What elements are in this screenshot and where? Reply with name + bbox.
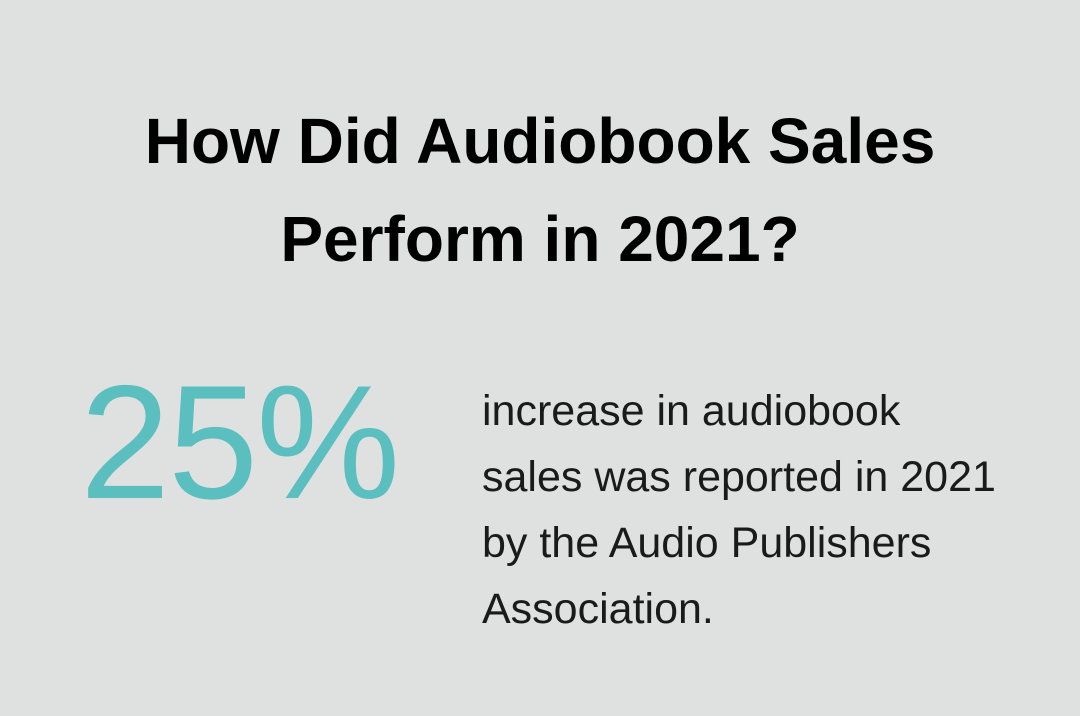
stat-description: increase in audiobook sales was reported… bbox=[482, 387, 996, 633]
title: How Did Audiobook Sales Perform in 2021? bbox=[144, 105, 936, 275]
stat-value: 25% bbox=[80, 352, 400, 533]
